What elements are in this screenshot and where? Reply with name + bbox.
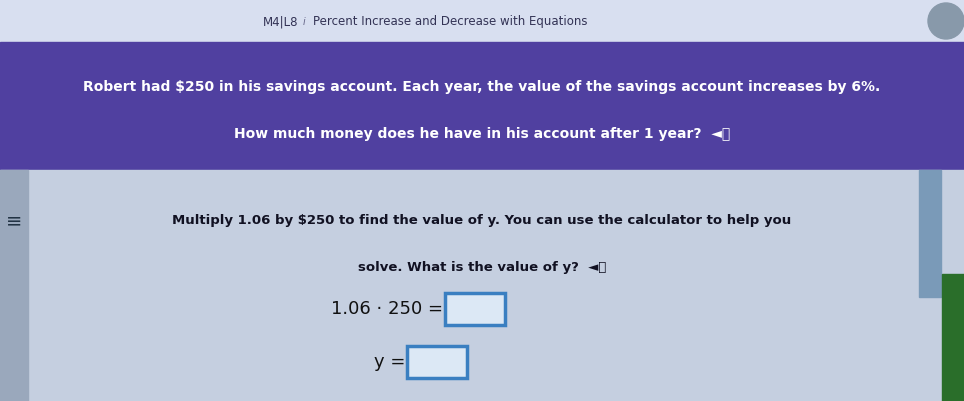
Text: i: i bbox=[303, 17, 305, 27]
Bar bbox=[0, 170, 28, 401]
Bar bbox=[0, 170, 964, 401]
Bar bbox=[445, 293, 505, 324]
Bar bbox=[943, 274, 964, 401]
Text: How much money does he have in his account after 1 year?  ◄⧳: How much money does he have in his accou… bbox=[234, 127, 730, 141]
Text: Percent Increase and Decrease with Equations: Percent Increase and Decrease with Equat… bbox=[313, 15, 588, 28]
Bar bbox=[407, 346, 467, 378]
Text: solve. What is the value of y?  ◄⧳: solve. What is the value of y? ◄⧳ bbox=[358, 261, 606, 273]
Bar bbox=[0, 42, 964, 170]
Text: Multiply 1.06 by $250 to find the value of y. You can use the calculator to help: Multiply 1.06 by $250 to find the value … bbox=[173, 214, 791, 227]
Circle shape bbox=[928, 3, 964, 39]
Text: ≡: ≡ bbox=[6, 211, 22, 230]
Text: Robert had $250 in his savings account. Each year, the value of the savings acco: Robert had $250 in his savings account. … bbox=[83, 80, 881, 94]
Text: M4|L8: M4|L8 bbox=[263, 15, 299, 28]
Text: y =: y = bbox=[373, 353, 405, 371]
Bar bbox=[919, 170, 941, 297]
Text: 1.06 · 250 =: 1.06 · 250 = bbox=[332, 300, 443, 318]
Bar bbox=[0, 0, 964, 42]
